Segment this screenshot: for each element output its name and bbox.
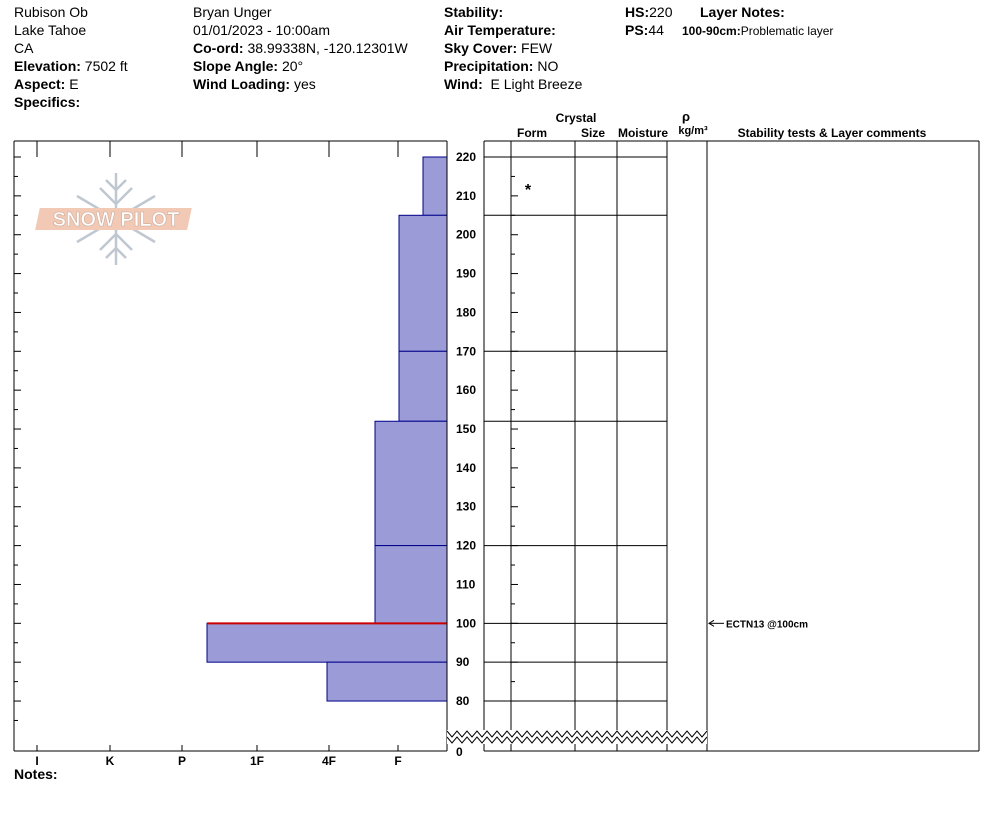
hardness-layer-4 [374,545,448,624]
crystal-marks: * [525,182,532,199]
height-tick-label: 160 [456,383,476,397]
moisture-header: Moisture [618,126,668,140]
x-tick-label: I [35,754,38,768]
height-tick-label: 140 [456,461,476,475]
layer-table [483,140,980,752]
x-tick-label: 4F [322,754,336,768]
hardness-layer-6 [326,661,448,702]
location: Lake Tahoe [14,22,87,38]
x-tick-label: 1F [250,754,264,768]
height-tick-label: 220 [456,150,476,164]
hardness-plot: I K P 1F 4F F [13,140,448,768]
layer-notes-label: Layer Notes: [700,4,785,20]
crystal-header: Crystal [556,111,597,125]
wind: Wind: E Light Breeze [444,76,583,92]
elevation: Elevation: 7502 ft [14,58,128,74]
pit-info: Bryan Unger 01/01/2023 - 10:00am Co-ord:… [193,3,408,93]
hs: HS:220 [625,4,673,20]
height-tick-label: 130 [456,500,476,514]
aspect: Aspect: E [14,76,79,92]
slope-angle: Slope Angle: 20° [193,58,304,74]
crystal-form-symbol: * [525,182,532,199]
axis-break [446,730,708,744]
logo-text: SNOW PILOT [53,209,180,231]
height-axis-zero-label: 0 [456,745,463,759]
form-header: Form [517,126,547,140]
weather-info: Stability: Air Temperature: Sky Cover: F… [444,3,582,93]
specifics: Specifics: [14,94,81,110]
hardness-axis: I K P 1F 4F F [35,141,402,768]
stability: Stability: [444,4,504,20]
state: CA [14,40,34,56]
hardness-layers [206,156,448,702]
hardness-layer-3 [374,420,448,547]
layer-note-item: 100-90cm:Problematic layer [682,22,833,40]
coordinates: Co-ord: 38.99338N, -120.12301W [193,40,408,56]
air-temperature: Air Temperature: [444,22,556,38]
layer-note-range: 100-90cm: [682,24,741,38]
height-tick-label: 110 [456,577,476,591]
density-unit: kg/m³ [678,125,708,137]
height-tick-label: 100 [456,616,476,630]
height-tick-label: 180 [456,305,476,319]
precipitation: Precipitation: NO [444,58,559,74]
stability-header: Stability tests & Layer comments [738,126,927,140]
height-tick-label: 80 [456,694,470,708]
height-tick-label: 210 [456,189,476,203]
density-symbol: ρ [682,109,690,124]
size-header: Size [581,126,605,140]
datetime: 01/01/2023 - 10:00am [193,22,330,38]
sky-cover: Sky Cover: FEW [444,40,553,56]
height-axis: 220 210 200 190 180 170 160 150 140 130 120 110 100 9… [456,150,476,708]
left-ticks [14,156,21,721]
height-tick-label: 120 [456,539,476,553]
snowpilot-logo: SNOW PILOT [35,173,192,265]
observer-name: Rubison Ob [14,4,88,20]
x-tick-label: K [106,754,115,768]
stability-test-label: ECTN13 @100cm [726,619,808,630]
ps: PS:44 [625,22,664,38]
height-tick-label: 170 [456,344,476,358]
arrow-head-icon [708,619,715,627]
x-tick-label: P [178,754,186,768]
wind-loading: Wind Loading: yes [193,76,316,92]
hardness-layer-1 [398,214,448,352]
height-tick-label: 150 [456,422,476,436]
height-tick-label: 200 [456,228,476,242]
layer-note-text: Problematic layer [740,24,834,38]
stability-tests: ECTN13 @100cm [708,619,808,630]
layer-notes: Layer Notes: [700,3,785,21]
observer: Bryan Unger [193,4,272,20]
hardness-layer-5 [206,622,448,663]
notes-label: Notes: [14,766,58,782]
hardness-layer-2 [398,350,448,422]
hardness-layer-0 [422,156,448,216]
observer-info: Rubison Ob Lake Tahoe CA Elevation: 7502… [14,3,128,111]
height-tick-label: 90 [456,655,470,669]
column-headers: Crystal Form Size Moisture ρ kg/m³ Stabi… [517,109,927,140]
height-tick-label: 190 [456,267,476,281]
hs-ps-info: HS:220 PS:44 [625,3,672,39]
x-tick-label: F [394,754,401,768]
